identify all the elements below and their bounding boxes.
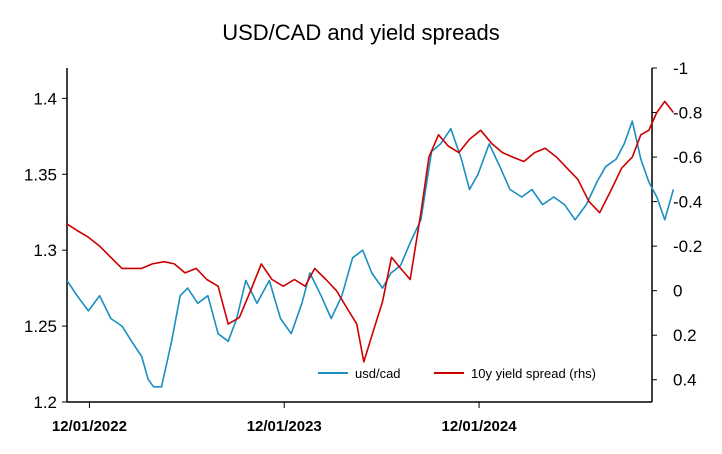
- chart-title: USD/CAD and yield spreads: [222, 20, 500, 45]
- x-tick-label: 12/01/2024: [442, 418, 518, 435]
- legend-yield-spread-label: 10y yield spread (rhs): [471, 366, 596, 381]
- right-tick-label: -0.2: [673, 237, 702, 256]
- legend-usdcad-label: usd/cad: [355, 366, 401, 381]
- left-tick-label: 1.3: [33, 241, 57, 260]
- legend: usd/cad 10y yield spread (rhs): [318, 366, 596, 381]
- right-tick-label: -0.8: [673, 104, 702, 123]
- right-tick-label: 0.2: [673, 326, 697, 345]
- right-tick-label: 0: [673, 282, 682, 301]
- yield-spread-line: [66, 100, 675, 363]
- plot-area: 1.2 1.25 1.3 1.35 1.4 -1 -0.8 -0.6 -0.4 -0.2 0 0.2 0…: [24, 59, 702, 435]
- left-tick-label: 1.35: [24, 165, 57, 184]
- left-tick-label: 1.4: [33, 89, 57, 108]
- usdcad-line: [66, 120, 675, 388]
- right-tick-label: 0.4: [673, 371, 697, 390]
- left-tick-label: 1.25: [24, 317, 57, 336]
- left-tick-label: 1.2: [33, 393, 57, 412]
- right-tick-label: -1: [673, 59, 688, 78]
- right-tick-label: -0.6: [673, 148, 702, 167]
- x-tick-label: 12/01/2023: [247, 418, 322, 435]
- x-tick-label: 12/01/2022: [52, 418, 127, 435]
- right-tick-label: -0.4: [673, 193, 702, 212]
